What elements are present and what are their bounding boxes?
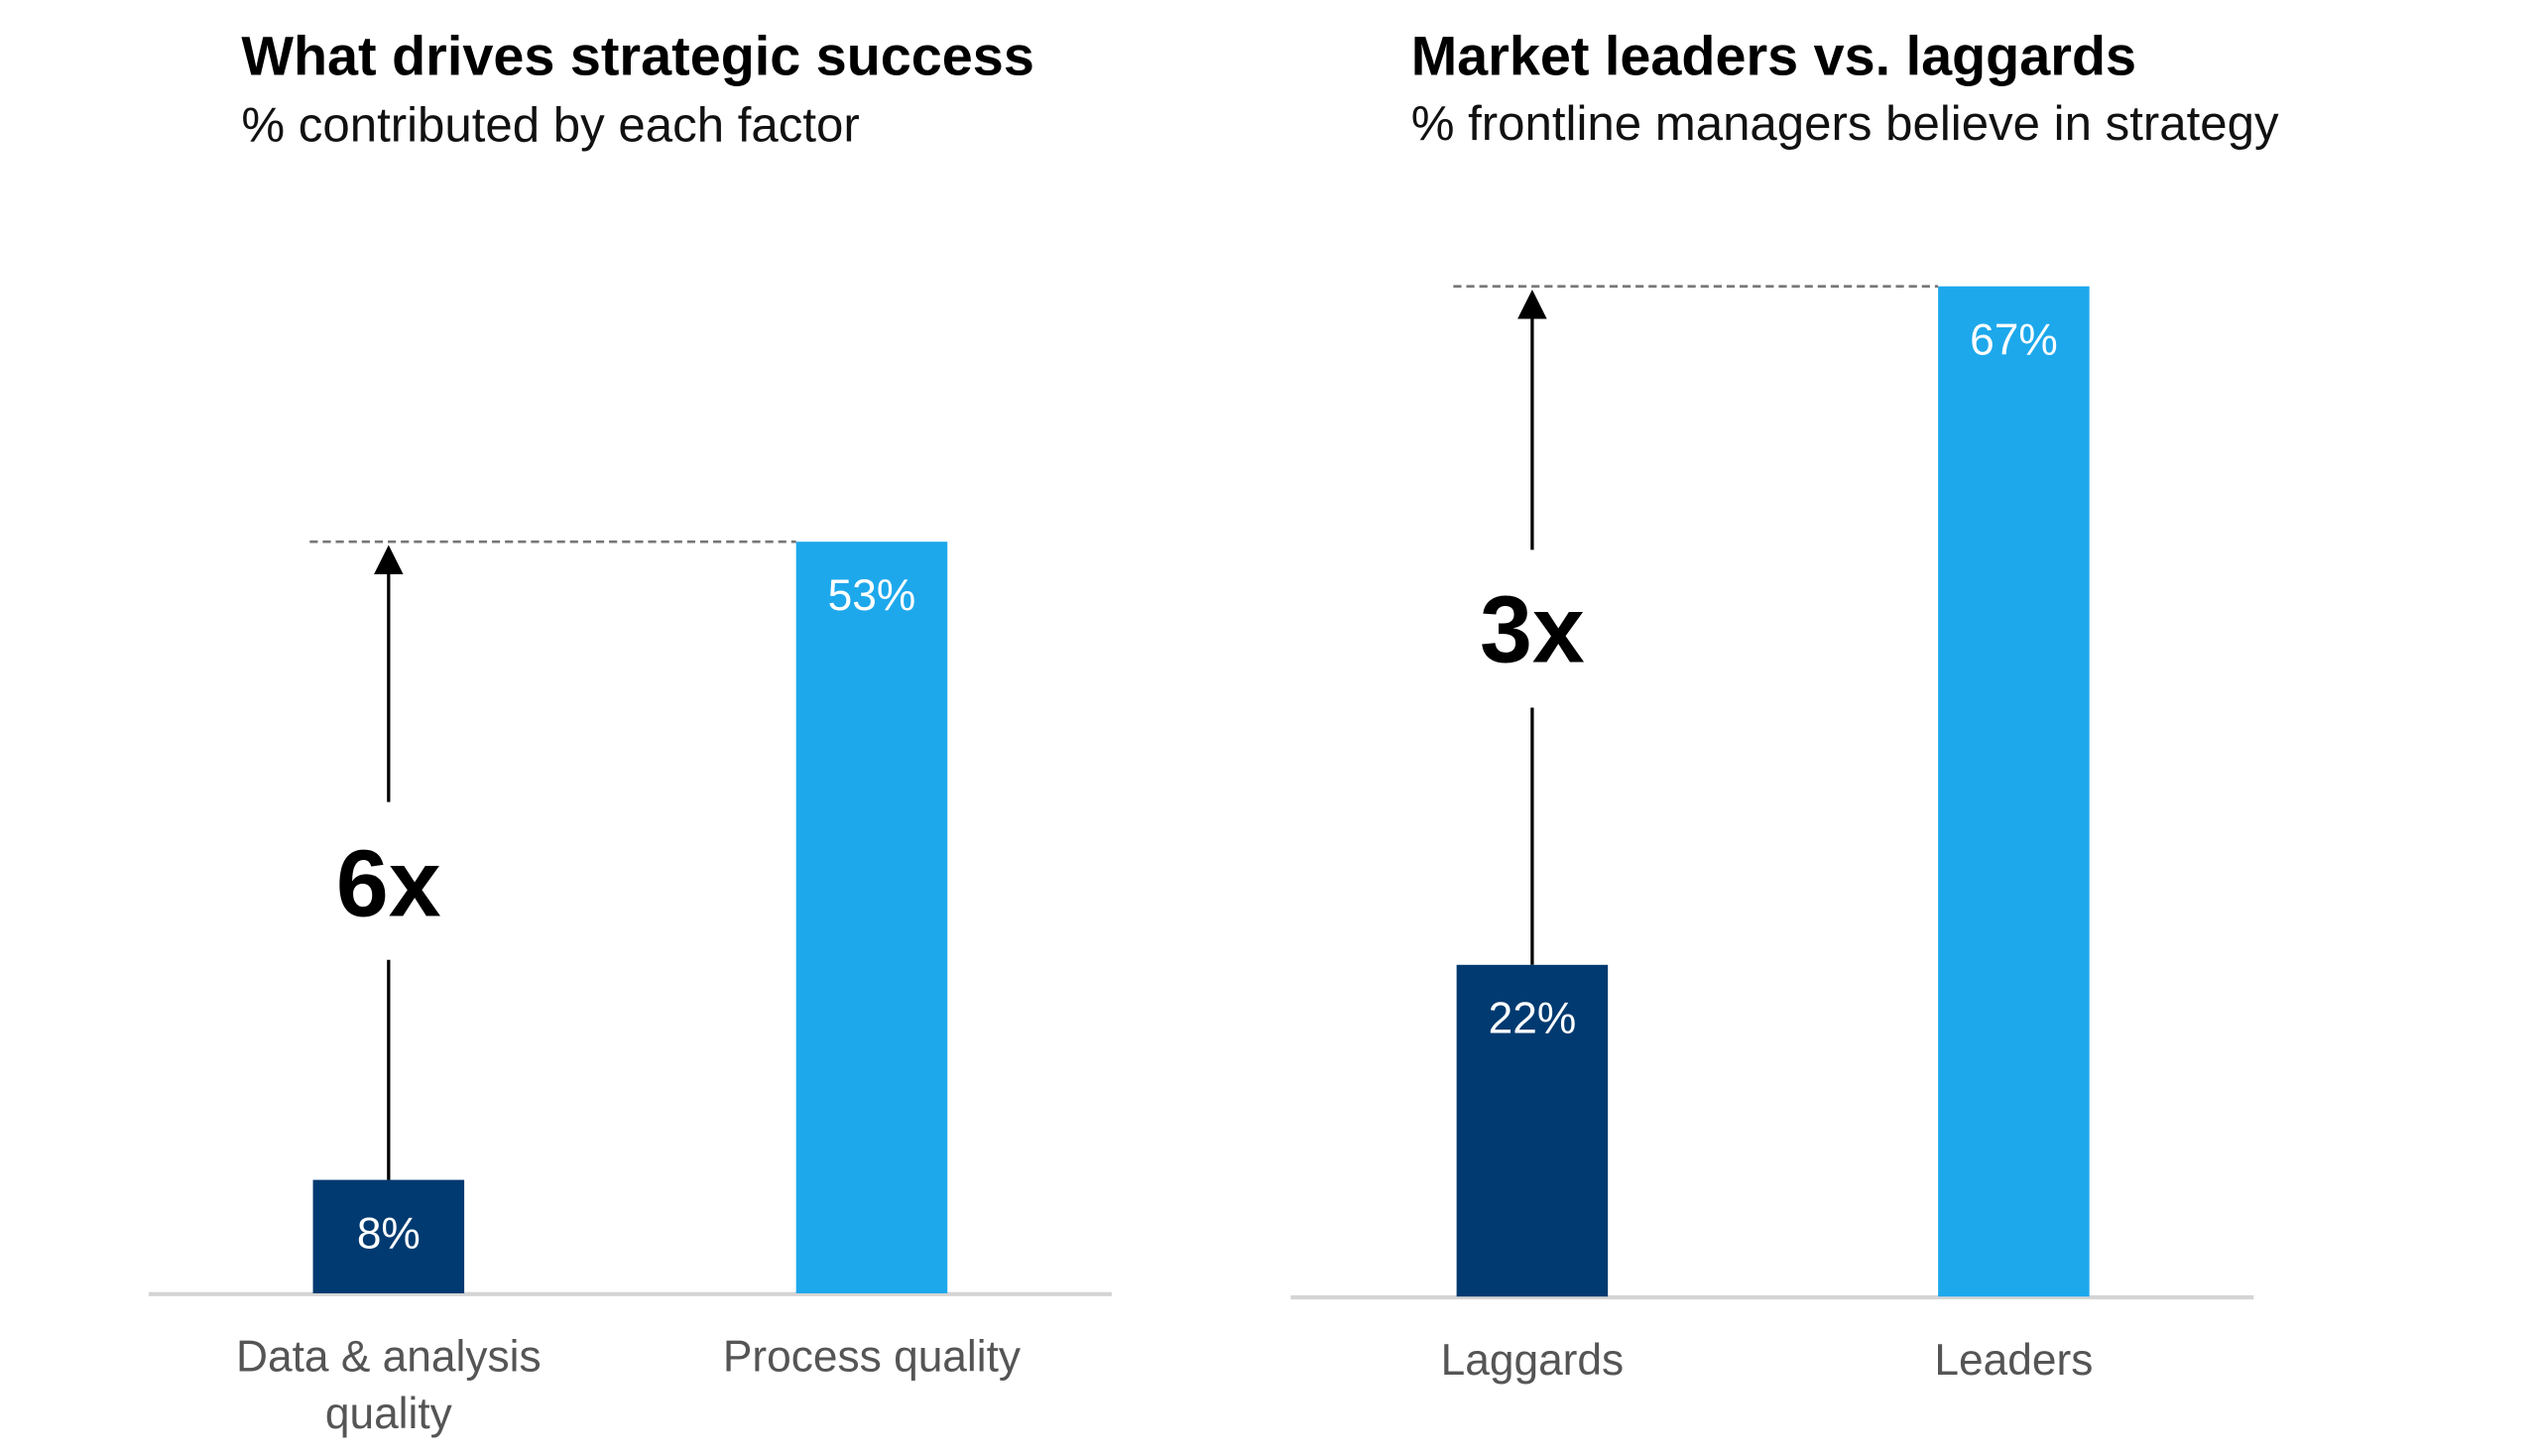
bar-laggards xyxy=(1456,964,1609,1297)
data-label: 22% xyxy=(1489,995,1577,1043)
x-tick-label: Leaders xyxy=(1934,1336,2093,1385)
arrow-up-icon xyxy=(374,545,404,574)
bar-leaders xyxy=(1938,286,2090,1297)
chart-subtitle: % contributed by each factor xyxy=(241,98,859,153)
chart-title: What drives strategic success xyxy=(241,25,1033,86)
chart-subtitle: % frontline managers believe in strategy xyxy=(1411,96,2279,151)
multiplier-annotation: 3x xyxy=(1480,578,1585,683)
x-tick-label: Laggards xyxy=(1441,1336,1625,1385)
bar-data-analysis-quality xyxy=(312,1179,465,1293)
data-label: 8% xyxy=(357,1209,421,1258)
data-label: 53% xyxy=(828,571,916,620)
multiplier-annotation: 6x xyxy=(336,831,441,936)
chart-left: What drives strategic success % contribu… xyxy=(241,25,1033,152)
x-tick-label: Process quality xyxy=(723,1333,1022,1382)
chart-title: Market leaders vs. laggards xyxy=(1411,25,2136,86)
arrow-up-icon xyxy=(1517,289,1547,319)
x-tick-label: quality xyxy=(325,1390,453,1438)
x-tick-label: Data & analysis xyxy=(236,1333,542,1382)
chart-right: Market leaders vs. laggards % frontline … xyxy=(1411,25,2279,151)
bar-process-quality xyxy=(795,542,948,1293)
data-label: 67% xyxy=(1970,316,2058,365)
